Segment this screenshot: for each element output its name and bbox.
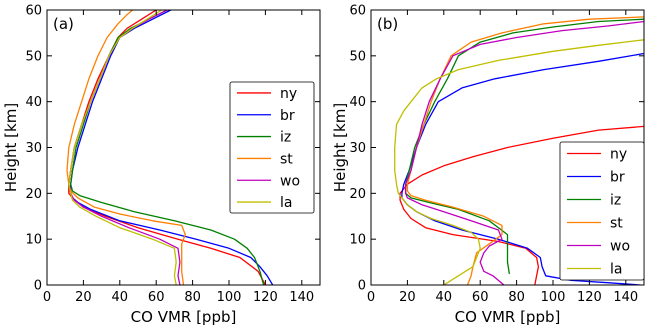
x-tick-label: 80 xyxy=(508,290,525,305)
legend-label-la: la xyxy=(280,195,292,211)
series-line-la xyxy=(394,39,644,285)
y-tick-label: 60 xyxy=(349,4,366,19)
y-tick-label: 10 xyxy=(25,233,42,248)
series-group xyxy=(66,10,274,285)
legend-box xyxy=(559,141,645,281)
series-line-wo xyxy=(404,20,644,285)
x-tick-label: 0 xyxy=(367,290,375,305)
series-group xyxy=(394,16,644,285)
legend-label-iz: iz xyxy=(610,193,621,209)
legend-label-wo: wo xyxy=(610,239,630,255)
x-tick-label: 140 xyxy=(289,290,314,305)
y-tick-label: 30 xyxy=(349,141,366,156)
y-tick-label: 60 xyxy=(25,4,42,19)
series-line-st xyxy=(406,16,644,285)
y-axis-label: Height [km] xyxy=(331,103,349,192)
x-tick-label: 20 xyxy=(75,290,92,305)
x-tick-label: 100 xyxy=(217,290,242,305)
legend-label-iz: iz xyxy=(280,130,291,146)
legend-label-st: st xyxy=(280,151,293,167)
y-tick-label: 30 xyxy=(25,141,42,156)
panel-label: (b) xyxy=(377,15,398,33)
y-tick-label: 40 xyxy=(349,95,366,110)
x-tick-label: 20 xyxy=(399,290,416,305)
series-line-ny xyxy=(399,125,644,285)
series-line-iz xyxy=(70,10,265,285)
legend-label-ny: ny xyxy=(610,147,627,163)
x-tick-label: 140 xyxy=(613,290,638,305)
x-tick-label: 60 xyxy=(472,290,489,305)
legend-label-wo: wo xyxy=(280,173,300,189)
y-axis-label: Height [km] xyxy=(2,103,20,192)
x-axis-label: CO VMR [ppb] xyxy=(455,308,561,326)
y-tick-label: 50 xyxy=(25,49,42,64)
y-tick-label: 0 xyxy=(358,279,366,294)
x-axis-label: CO VMR [ppb] xyxy=(131,308,237,326)
legend-label-la: la xyxy=(610,262,622,278)
panel-label: (a) xyxy=(53,15,74,33)
legend-box xyxy=(229,81,315,214)
x-tick-label: 120 xyxy=(577,290,602,305)
y-tick-label: 50 xyxy=(349,49,366,64)
x-tick-label: 0 xyxy=(43,290,51,305)
legend-label-ny: ny xyxy=(280,86,297,102)
x-tick-label: 40 xyxy=(112,290,129,305)
chart-panel-a: 0 20 40 60 80 100 120 140 0 10 20 30 40 50 60 CO VMR [p… xyxy=(2,4,321,326)
x-tick-label: 60 xyxy=(148,290,165,305)
legend: ny br iz st wo la xyxy=(229,81,315,214)
y-tick-label: 40 xyxy=(25,95,42,110)
y-tick-label: 0 xyxy=(34,279,42,294)
y-tick-label: 10 xyxy=(349,233,366,248)
legend: ny br iz st wo la xyxy=(559,141,645,281)
y-tick-label: 20 xyxy=(25,187,42,202)
x-tick-label: 40 xyxy=(436,290,453,305)
x-tick-label: 100 xyxy=(541,290,566,305)
legend-label-br: br xyxy=(280,108,295,124)
series-line-la xyxy=(68,10,177,285)
chart-panel-b: 0 20 40 60 80 100 120 140 0 10 20 30 40 50 60 CO VMR [p… xyxy=(331,4,645,326)
x-tick-label: 80 xyxy=(184,290,201,305)
x-tick-label: 120 xyxy=(253,290,278,305)
legend-label-st: st xyxy=(610,216,623,232)
y-tick-label: 20 xyxy=(349,187,366,202)
legend-label-br: br xyxy=(610,170,625,186)
